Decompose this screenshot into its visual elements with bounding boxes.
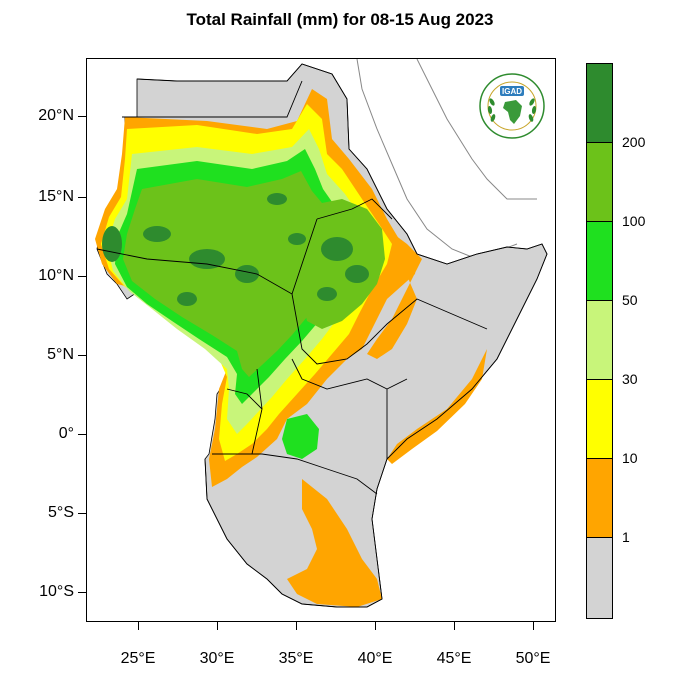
legend-label: 100 xyxy=(622,213,646,229)
legend-label: 10 xyxy=(622,450,638,466)
lat-tick xyxy=(78,116,86,117)
legend-swatch-100-200 xyxy=(587,143,612,222)
lat-label: 5°N xyxy=(47,346,74,363)
lat-label: 5°S xyxy=(48,504,74,521)
lat-tick xyxy=(78,592,86,593)
lat-label: 0° xyxy=(58,425,74,442)
lat-tick xyxy=(78,355,86,356)
legend-swatch-10-30 xyxy=(587,380,612,459)
lon-tick xyxy=(454,622,455,630)
legend-swatch-50-100 xyxy=(587,222,612,301)
lat-tick xyxy=(78,513,86,514)
legend-colorbar xyxy=(586,63,613,619)
rain-orange-south xyxy=(287,479,382,607)
legend-label: 30 xyxy=(622,371,638,387)
lon-tick xyxy=(138,622,139,630)
legend-swatch-below-1 xyxy=(587,538,612,618)
red-sea-coastline xyxy=(356,59,518,260)
lat-label: 10°N xyxy=(38,267,74,284)
lat-label: 15°N xyxy=(38,188,74,205)
lon-tick xyxy=(217,622,218,630)
map-canvas xyxy=(95,59,548,608)
lat-tick xyxy=(78,197,86,198)
rain-orange-ethiopia xyxy=(367,229,422,359)
legend-label: 50 xyxy=(622,292,638,308)
lon-label: 35°E xyxy=(278,650,314,667)
legend-label: 1 xyxy=(622,529,630,545)
lon-label: 50°E xyxy=(515,650,551,667)
rain-darkgreen-patches xyxy=(102,193,369,306)
arabia-coastline xyxy=(416,59,537,200)
lon-label: 45°E xyxy=(436,650,472,667)
rain-lake-region xyxy=(282,414,319,459)
lon-tick xyxy=(375,622,376,630)
logo-text: IGAD xyxy=(502,87,522,96)
lon-label: 25°E xyxy=(120,650,156,667)
lat-label: 10°S xyxy=(39,583,74,600)
land-outline xyxy=(136,63,548,608)
lat-tick xyxy=(78,276,86,277)
lon-label: 40°E xyxy=(357,650,393,667)
lat-tick xyxy=(78,434,86,435)
lon-tick xyxy=(533,622,534,630)
legend-label: 200 xyxy=(622,134,646,150)
map-title: Total Rainfall (mm) for 08-15 Aug 2023 xyxy=(186,10,494,29)
rainfall-map xyxy=(86,58,556,622)
country-borders xyxy=(96,80,488,495)
lon-label: 30°E xyxy=(199,650,235,667)
igad-logo: IGAD xyxy=(479,73,545,139)
lat-label: 20°N xyxy=(38,107,74,124)
lon-tick xyxy=(296,622,297,630)
legend-swatch-1-10 xyxy=(587,459,612,538)
legend-swatch-30-50 xyxy=(587,301,612,380)
legend-swatch-200plus xyxy=(587,64,612,143)
